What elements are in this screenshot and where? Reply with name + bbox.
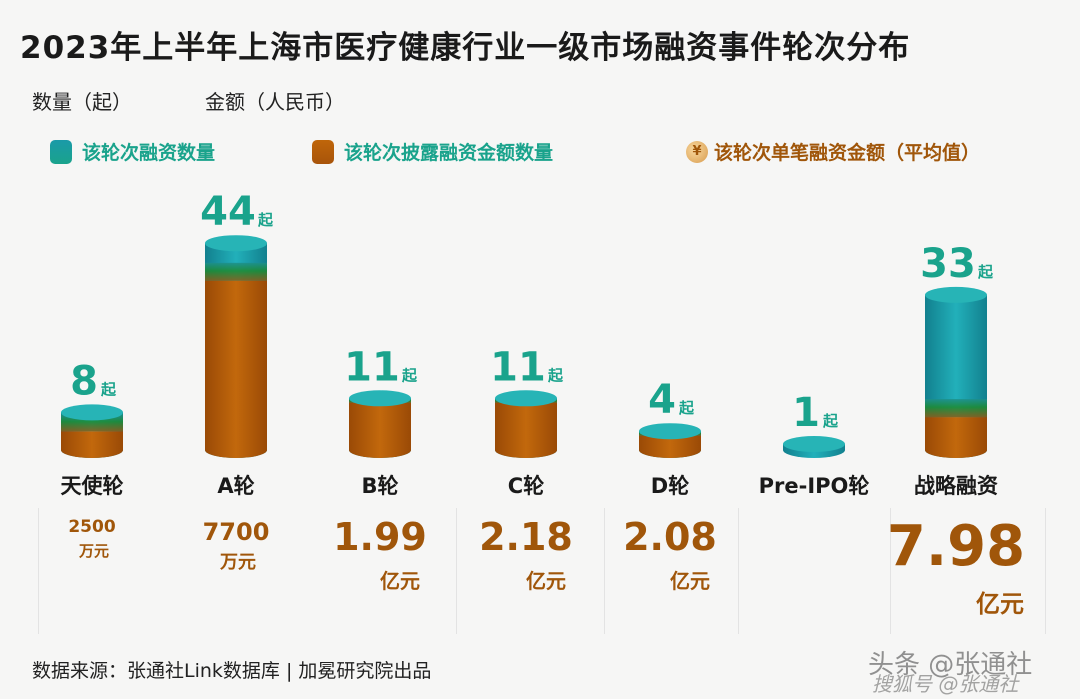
disclosed-bar xyxy=(205,280,267,458)
brown-cylinder-icon xyxy=(312,139,334,164)
count-unit: 起 xyxy=(822,412,839,430)
average-amount-value: 7.98 xyxy=(887,514,1025,579)
legend-label: 该轮次披露融资金额数量 xyxy=(344,142,554,164)
average-amount-unit: 亿元 xyxy=(380,569,420,593)
count-unit-label: 数量（起） xyxy=(32,90,132,114)
amount-column-frame xyxy=(38,508,457,634)
average-amount-value: 2.08 xyxy=(623,515,717,559)
average-amount-value: 1.99 xyxy=(333,515,427,559)
watermark: 头条 @张通社 xyxy=(868,650,1033,680)
amount-column-frame xyxy=(604,508,739,634)
legend-label: 该轮次单笔融资金额（平均值） xyxy=(714,142,981,164)
category-label: A轮 xyxy=(217,474,254,498)
count-label: 11 xyxy=(490,344,546,390)
bar-top-ellipse xyxy=(205,235,267,252)
legend-label: 该轮次融资数量 xyxy=(82,142,216,164)
disclosed-bar-body xyxy=(61,431,123,458)
amount-unit-label: 金额（人民币） xyxy=(205,90,345,114)
count-label: 33 xyxy=(920,241,976,287)
count-unit: 起 xyxy=(547,366,564,384)
count-label: 1 xyxy=(792,390,820,436)
bar-top-ellipse xyxy=(495,390,557,407)
average-amount-value: 7700 xyxy=(203,518,270,546)
category-label: D轮 xyxy=(651,474,689,498)
disclosed-bar-body xyxy=(639,435,701,458)
bar-top-ellipse xyxy=(61,404,123,421)
amount-column-frame xyxy=(456,508,605,634)
count-label: 8 xyxy=(70,358,98,404)
amount-column-frame xyxy=(890,508,1046,634)
transition-band xyxy=(925,399,987,418)
disclosed-bar xyxy=(61,431,123,458)
category-label: 天使轮 xyxy=(61,474,124,498)
average-amount-unit: 亿元 xyxy=(526,569,566,593)
count-unit: 起 xyxy=(977,263,994,281)
legend-item-count: 该轮次融资数量 xyxy=(50,138,215,165)
bar-top-ellipse xyxy=(349,390,411,407)
average-amount-unit: 万元 xyxy=(219,552,256,573)
watermark-secondary: 搜狐号 @张通社 xyxy=(872,672,1019,696)
average-amount-unit: 亿元 xyxy=(670,569,710,593)
count-unit: 起 xyxy=(401,366,418,384)
transition-band xyxy=(205,262,267,281)
average-amount-value: 2500 xyxy=(68,517,115,537)
yen-coin-icon: ¥ xyxy=(686,140,708,163)
legend-item-average: ¥ 该轮次单笔融资金额（平均值） xyxy=(686,138,980,165)
bar-top-ellipse xyxy=(639,423,701,440)
teal-cylinder-icon xyxy=(50,139,72,164)
category-label: B轮 xyxy=(361,474,398,498)
amount-column-frame xyxy=(738,508,891,634)
average-amount-value: 2.18 xyxy=(479,515,573,559)
disclosed-bar xyxy=(639,435,701,458)
disclosed-bar xyxy=(349,403,411,458)
disclosed-bar xyxy=(925,417,987,458)
disclosed-bar-body xyxy=(925,417,987,458)
disclosed-bar-body xyxy=(205,280,267,458)
category-label: 战略融资 xyxy=(914,474,998,498)
data-source: 数据来源：张通社Link数据库 | 加冕研究院出品 xyxy=(32,660,432,682)
count-label: 11 xyxy=(344,344,400,390)
category-label: Pre-IPO轮 xyxy=(759,474,870,498)
disclosed-bar xyxy=(495,403,557,458)
disclosed-bar-body xyxy=(495,403,557,458)
count-unit: 起 xyxy=(257,211,274,229)
average-amount-unit: 万元 xyxy=(78,542,109,560)
chart-title: 2023年上半年上海市医疗健康行业一级市场融资事件轮次分布 xyxy=(20,30,911,66)
count-unit: 起 xyxy=(100,380,117,398)
average-amount-unit: 亿元 xyxy=(976,590,1024,618)
count-unit: 起 xyxy=(678,399,695,417)
legend-item-disclosed: 该轮次披露融资金额数量 xyxy=(312,138,553,165)
category-label: C轮 xyxy=(508,474,544,498)
bar-top-ellipse xyxy=(925,286,987,303)
count-label: 4 xyxy=(648,377,676,423)
bar-top-ellipse xyxy=(783,436,845,452)
disclosed-bar-body xyxy=(349,403,411,458)
count-label: 44 xyxy=(200,189,256,235)
